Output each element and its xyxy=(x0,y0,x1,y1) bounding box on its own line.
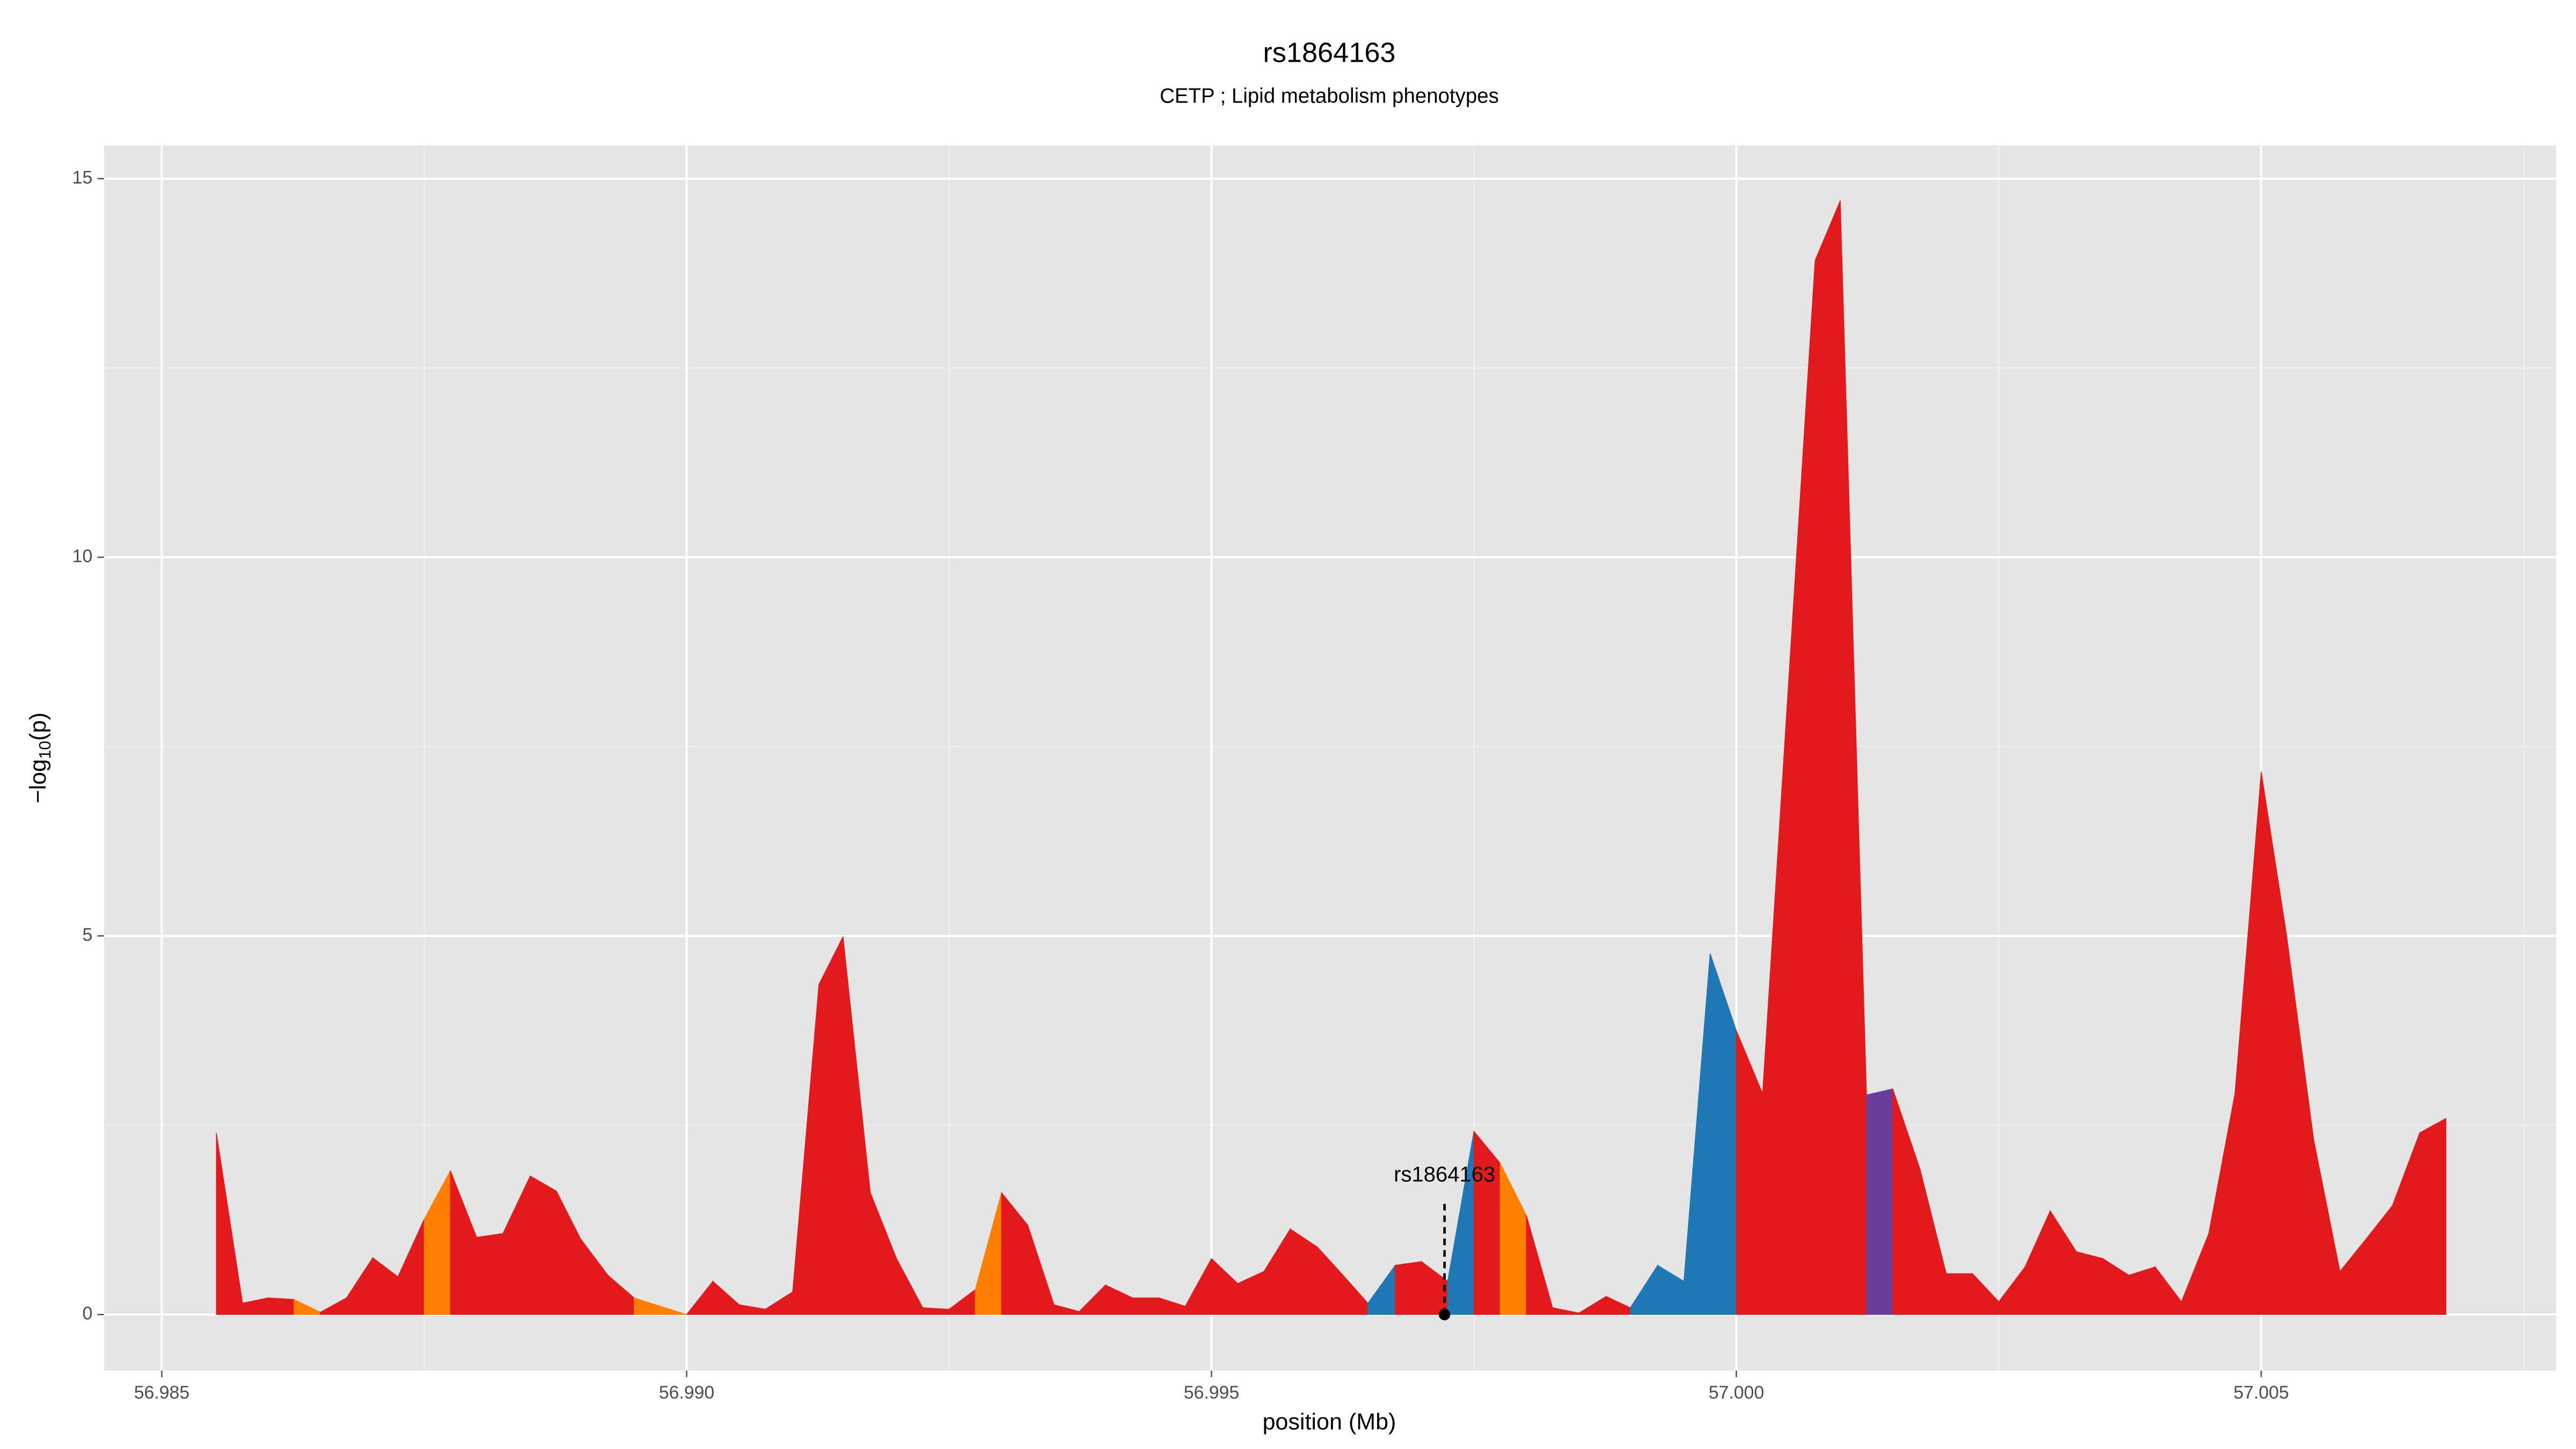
area-segment xyxy=(1866,1088,1893,1315)
area-segment xyxy=(2419,1117,2447,1315)
area-segment xyxy=(922,1307,950,1315)
y-tick-label: 10 xyxy=(72,546,93,566)
x-tick-label: 56.990 xyxy=(659,1382,714,1403)
x-tick-label: 56.985 xyxy=(134,1382,189,1403)
y-tick-label: 5 xyxy=(82,925,92,945)
area-segment xyxy=(818,936,844,1315)
plot-panel xyxy=(104,145,2557,1371)
annotation-point xyxy=(1438,1308,1451,1321)
y-tick-label: 0 xyxy=(82,1303,92,1323)
annotation-label: rs1864163 xyxy=(1394,1163,1495,1187)
y-axis-label: −log10(p) xyxy=(25,713,54,803)
area-segment xyxy=(2076,1251,2103,1315)
area-segment xyxy=(1946,1273,1973,1315)
area-segment xyxy=(1814,200,1841,1315)
x-tick-label: 57.000 xyxy=(1709,1382,1764,1403)
y-label-part: (p) xyxy=(25,713,51,741)
area-segment xyxy=(1395,1261,1422,1315)
area-segment xyxy=(1132,1297,1160,1315)
area-segment xyxy=(1473,1130,1501,1315)
x-tick-label: 56.995 xyxy=(1184,1382,1239,1403)
y-label-subscript: 10 xyxy=(35,741,54,759)
chart-title: rs1864163 xyxy=(1263,37,1395,68)
area-segment xyxy=(267,1297,295,1315)
area-segment xyxy=(476,1233,503,1315)
y-tick-label: 15 xyxy=(72,167,93,188)
area-segment xyxy=(660,1306,687,1315)
y-label-part: −log xyxy=(25,759,51,803)
area-segment xyxy=(530,1175,557,1315)
x-axis-label: position (Mb) xyxy=(1262,1409,1396,1435)
chart-subtitle: CETP ; Lipid metabolism phenotypes xyxy=(1160,85,1499,108)
x-tick-label: 57.005 xyxy=(2234,1382,2289,1403)
area-segment xyxy=(2128,1266,2156,1315)
